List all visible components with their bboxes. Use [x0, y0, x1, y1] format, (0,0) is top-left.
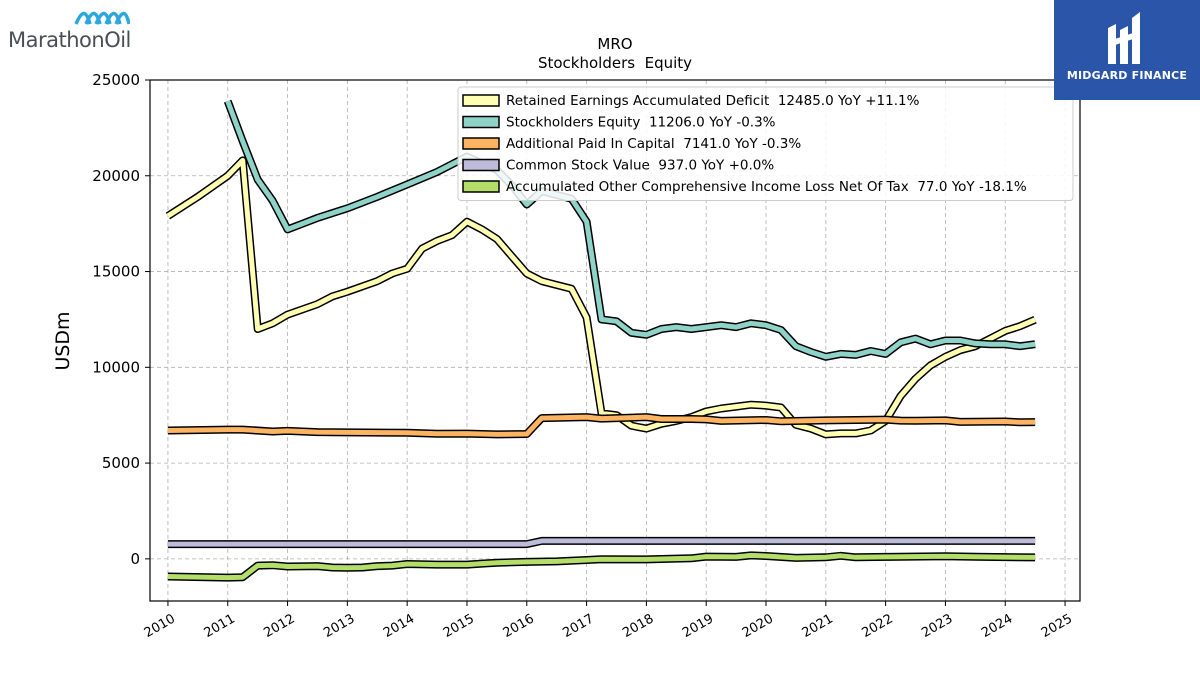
- legend: Retained Earnings Accumulated Deficit 12…: [457, 86, 1074, 201]
- legend-entry-4: Accumulated Other Comprehensive Income L…: [506, 179, 1027, 195]
- x-tick-label: 2013: [321, 611, 357, 641]
- x-tick-label: 2017: [560, 611, 596, 641]
- midgard-mark-icon: [1108, 12, 1140, 64]
- series-line-1: [225, 100, 1036, 360]
- y-tick-label: 15000: [92, 263, 140, 281]
- series-lines: [165, 99, 1037, 582]
- x-tick-label: 2020: [740, 611, 776, 641]
- legend-box: [457, 86, 1074, 201]
- series-line-4: [167, 552, 1036, 581]
- legend-entry-0: Retained Earnings Accumulated Deficit 12…: [506, 93, 920, 109]
- legend-entry-2: Additional Paid In Capital 7141.0 YoY -0…: [506, 136, 801, 152]
- x-tick-label: 2015: [441, 611, 477, 641]
- midgard-finance-logo: MIDGARD FINANCE: [1054, 0, 1200, 100]
- legend-swatch-2: [462, 137, 500, 150]
- series-line-3: [167, 538, 1036, 547]
- y-tick-label: 25000: [92, 71, 140, 89]
- chart-subtitle: Stockholders Equity: [538, 54, 692, 72]
- legend-swatch-4: [462, 180, 500, 193]
- x-tick-label: 2014: [381, 611, 417, 641]
- legend-swatch-1: [462, 115, 500, 129]
- midgard-finance-wordmark: MIDGARD FINANCE: [1066, 69, 1188, 82]
- y-axis-label: USDm: [52, 311, 74, 370]
- x-tick-label: 2023: [919, 611, 955, 641]
- y-tick-label: 20000: [92, 167, 140, 185]
- x-tick-label: 2021: [800, 611, 836, 641]
- series-line-0: [166, 157, 1037, 437]
- wave-icon: [74, 11, 130, 25]
- chart-title: MRO: [597, 35, 632, 53]
- x-tick-label: 2024: [979, 611, 1015, 641]
- x-tick-label: 2025: [1039, 611, 1075, 641]
- marathon-oil-logo: MarathonOil: [6, 6, 156, 52]
- marathon-oil-wordmark: MarathonOil: [8, 28, 131, 52]
- x-tick-label: 2018: [620, 611, 656, 641]
- plot-frame: [149, 79, 1081, 602]
- x-tick-label: 2011: [202, 611, 238, 641]
- legend-swatch-0: [462, 94, 500, 107]
- x-tick-label: 2010: [142, 611, 178, 641]
- y-tick-label: 10000: [92, 358, 140, 376]
- x-tick-label: 2016: [501, 611, 537, 641]
- legend-swatch-3: [462, 158, 500, 172]
- y-tick-label: 5000: [102, 454, 140, 472]
- x-tick-label: 2019: [680, 611, 716, 641]
- x-tick-label: 2022: [859, 611, 895, 641]
- legend-entry-3: Common Stock Value 937.0 YoY +0.0%: [506, 158, 774, 174]
- legend-entry-1: Stockholders Equity 11206.0 YoY -0.3%: [506, 115, 776, 131]
- x-tick-label: 2012: [261, 611, 297, 641]
- series-line-2: [167, 414, 1036, 437]
- y-tick-label: 0: [130, 550, 140, 568]
